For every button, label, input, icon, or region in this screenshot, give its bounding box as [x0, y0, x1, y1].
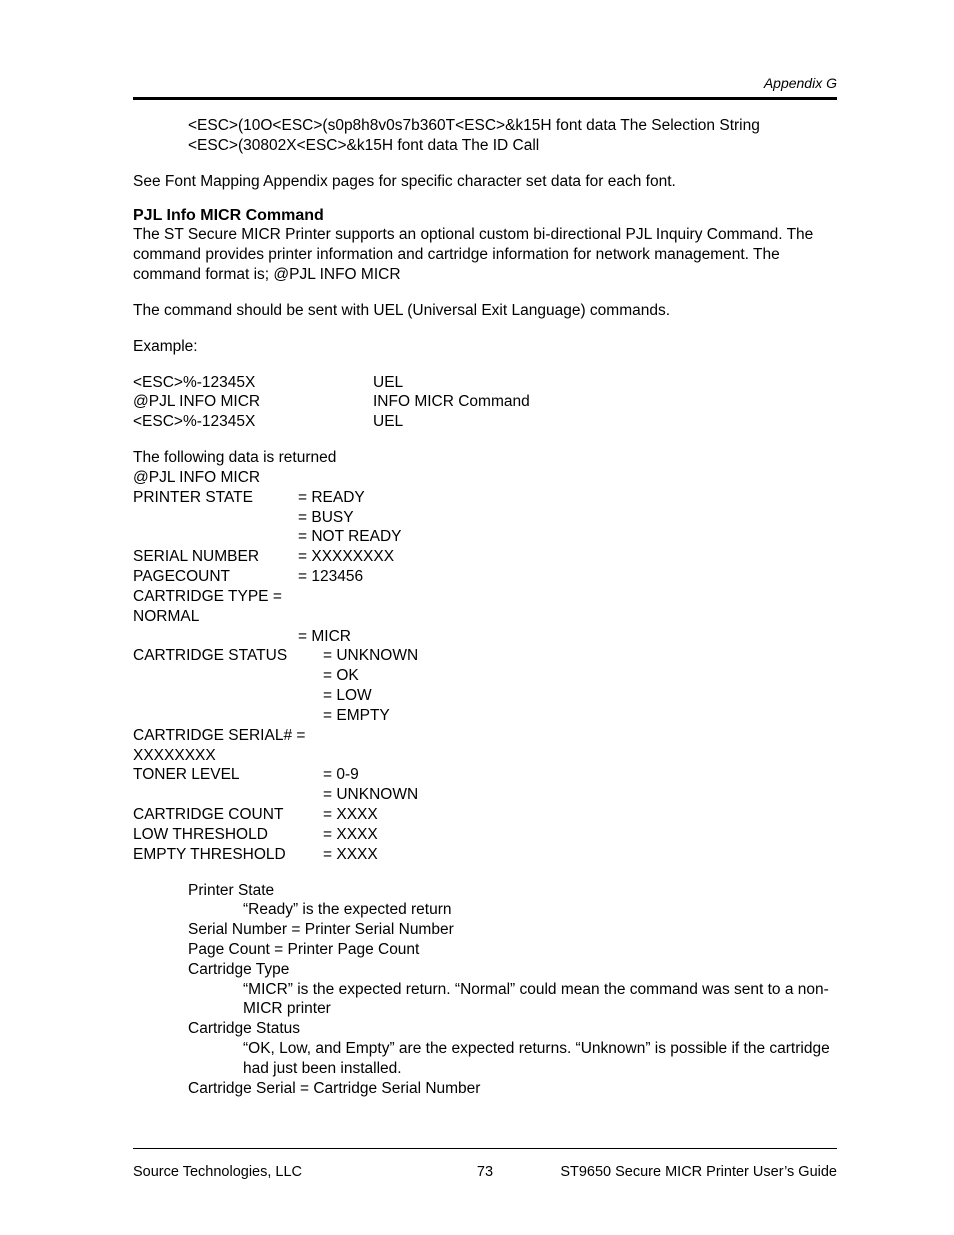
returned-list: PRINTER STATE= READY = BUSY = NOT READY … — [133, 488, 837, 865]
kv-row: EMPTY THRESHOLD= XXXX — [133, 845, 837, 865]
kv-row: SERIAL NUMBER= XXXXXXXX — [133, 547, 837, 567]
section-title: PJL Info MICR Command — [133, 207, 837, 225]
returned-intro-1: The following data is returned — [133, 448, 837, 468]
section-para-2: The command should be sent with UEL (Uni… — [133, 301, 837, 321]
example-right: UEL — [373, 412, 837, 432]
kv-key — [133, 666, 323, 686]
kv-val: = OK — [323, 666, 359, 686]
appendix-label: Appendix G — [133, 75, 837, 91]
section-para-1: The ST Secure MICR Printer supports an o… — [133, 225, 837, 284]
note-line: “Ready” is the expected return — [188, 900, 837, 920]
kv-key: TONER LEVEL — [133, 765, 323, 785]
kv-key — [133, 686, 323, 706]
kv-row: = EMPTY — [133, 706, 837, 726]
kv-val: = NOT READY — [298, 527, 402, 547]
kv-key: CARTRIDGE TYPE = NORMAL — [133, 587, 298, 627]
note-line: Printer State — [188, 881, 837, 901]
example-block: <ESC>%-12345X UEL @PJL INFO MICR INFO MI… — [133, 373, 837, 432]
kv-key: CARTRIDGE SERIAL# = XXXXXXXX — [133, 726, 323, 766]
page: Appendix G <ESC>(10O<ESC>(s0p8h8v0s7b360… — [0, 0, 954, 1235]
returned-intro-2: @PJL INFO MICR — [133, 468, 837, 488]
kv-row: CARTRIDGE STATUS= UNKNOWN — [133, 646, 837, 666]
kv-val: = XXXX — [323, 805, 378, 825]
notes-block: Printer State “Ready” is the expected re… — [133, 881, 837, 1099]
example-label: Example: — [133, 337, 837, 357]
kv-row: CARTRIDGE TYPE = NORMAL — [133, 587, 837, 627]
kv-row: CARTRIDGE COUNT= XXXX — [133, 805, 837, 825]
note-line: See Font Mapping Appendix pages for spec… — [133, 172, 837, 192]
intro-line-1: <ESC>(10O<ESC>(s0p8h8v0s7b360T<ESC>&k15H… — [188, 116, 837, 136]
example-left: <ESC>%-12345X — [133, 373, 373, 393]
intro-block: <ESC>(10O<ESC>(s0p8h8v0s7b360T<ESC>&k15H… — [133, 116, 837, 156]
note-line: “MICR” is the expected return. “Normal” … — [188, 980, 837, 1020]
kv-key — [133, 527, 298, 547]
kv-val: = 123456 — [298, 567, 363, 587]
kv-key: EMPTY THRESHOLD — [133, 845, 323, 865]
footer: Source Technologies, LLC 73 ST9650 Secur… — [133, 1164, 837, 1180]
kv-val: = UNKNOWN — [323, 785, 418, 805]
kv-row: = MICR — [133, 627, 837, 647]
kv-key — [133, 785, 323, 805]
kv-key: LOW THRESHOLD — [133, 825, 323, 845]
note-line: Cartridge Status — [188, 1019, 837, 1039]
note-line: Page Count = Printer Page Count — [188, 940, 837, 960]
note-line: Cartridge Serial = Cartridge Serial Numb… — [188, 1079, 837, 1099]
example-right: UEL — [373, 373, 837, 393]
kv-key: PAGECOUNT — [133, 567, 298, 587]
kv-val: = EMPTY — [323, 706, 390, 726]
kv-key: PRINTER STATE — [133, 488, 298, 508]
kv-row: = BUSY — [133, 508, 837, 528]
kv-key — [133, 508, 298, 528]
example-right: INFO MICR Command — [373, 392, 837, 412]
kv-val: = LOW — [323, 686, 372, 706]
example-row: <ESC>%-12345X UEL — [133, 412, 837, 432]
kv-val: = 0-9 — [323, 765, 359, 785]
example-left: @PJL INFO MICR — [133, 392, 373, 412]
kv-row: = NOT READY — [133, 527, 837, 547]
kv-row: LOW THRESHOLD= XXXX — [133, 825, 837, 845]
kv-val: = MICR — [298, 627, 351, 647]
kv-val: = XXXX — [323, 845, 378, 865]
kv-row: PRINTER STATE= READY — [133, 488, 837, 508]
kv-key: CARTRIDGE COUNT — [133, 805, 323, 825]
bottom-divider — [133, 1148, 837, 1149]
kv-val: = READY — [298, 488, 365, 508]
kv-key — [133, 627, 298, 647]
kv-val: = XXXXXXXX — [298, 547, 394, 567]
kv-row: TONER LEVEL= 0-9 — [133, 765, 837, 785]
kv-val: = XXXX — [323, 825, 378, 845]
kv-row: = OK — [133, 666, 837, 686]
kv-val: = BUSY — [298, 508, 354, 528]
example-row: @PJL INFO MICR INFO MICR Command — [133, 392, 837, 412]
intro-line-2: <ESC>(30802X<ESC>&k15H font data The ID … — [188, 136, 837, 156]
note-line: “OK, Low, and Empty” are the expected re… — [188, 1039, 837, 1079]
kv-row: = LOW — [133, 686, 837, 706]
top-divider — [133, 97, 837, 100]
page-number: 73 — [133, 1164, 837, 1180]
note-line: Cartridge Type — [188, 960, 837, 980]
kv-key: CARTRIDGE STATUS — [133, 646, 323, 666]
note-line: Serial Number = Printer Serial Number — [188, 920, 837, 940]
kv-key — [133, 706, 323, 726]
kv-val: = UNKNOWN — [323, 646, 418, 666]
kv-row: CARTRIDGE SERIAL# = XXXXXXXX — [133, 726, 837, 766]
kv-row: PAGECOUNT= 123456 — [133, 567, 837, 587]
example-row: <ESC>%-12345X UEL — [133, 373, 837, 393]
example-left: <ESC>%-12345X — [133, 412, 373, 432]
kv-key: SERIAL NUMBER — [133, 547, 298, 567]
kv-row: = UNKNOWN — [133, 785, 837, 805]
